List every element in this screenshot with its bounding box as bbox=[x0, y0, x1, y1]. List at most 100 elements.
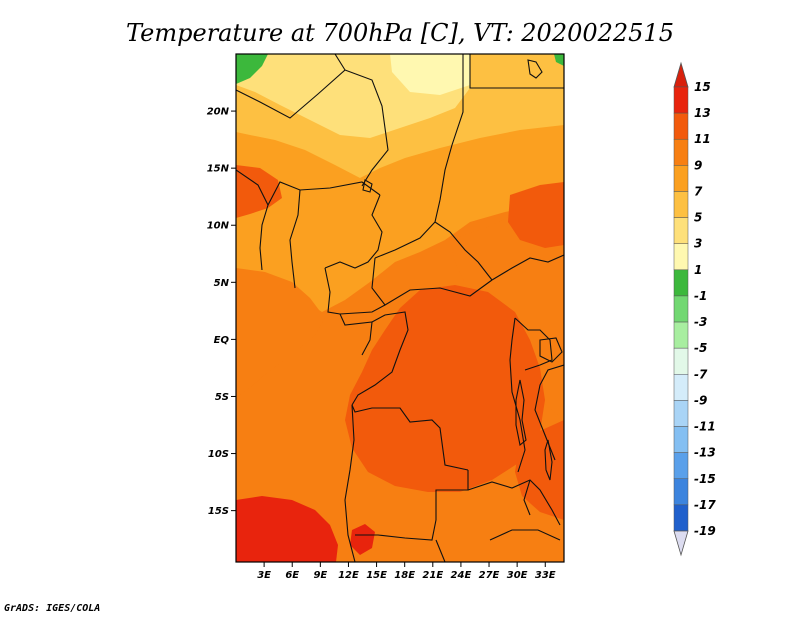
lat-tick-label: 15N bbox=[207, 164, 230, 175]
lakes bbox=[362, 59, 563, 481]
colorbar-label: 5 bbox=[694, 211, 702, 225]
field-band-13-15-congo bbox=[345, 285, 545, 492]
field-band-13-15-southeast bbox=[515, 420, 564, 520]
latitude-axis: 20N 15N 10N 5N EQ 5S 10S 15S bbox=[207, 107, 236, 517]
colorbar-swatch bbox=[673, 347, 689, 375]
lake-malawi bbox=[544, 439, 553, 481]
border-line bbox=[259, 204, 269, 271]
lon-tick-label: 33E bbox=[535, 570, 556, 581]
colorbar-swatch bbox=[673, 191, 689, 218]
lon-tick-label: 30E bbox=[507, 570, 528, 581]
longitude-axis: 3E 6E 9E 12E 15E 18E 21E 24E 27E 30E 33E bbox=[257, 562, 556, 581]
colorbar-swatch bbox=[673, 478, 689, 506]
border-line bbox=[351, 404, 469, 471]
colorbar-label: -19 bbox=[694, 524, 716, 538]
field-band-13-15-sahel-east bbox=[508, 182, 564, 248]
colorbar-label: -15 bbox=[694, 472, 716, 486]
colorbar-swatch bbox=[673, 295, 689, 323]
border-line bbox=[469, 54, 564, 89]
border-line bbox=[324, 267, 386, 315]
colorbar-label: 15 bbox=[694, 80, 711, 94]
colorbar-label: 11 bbox=[694, 132, 711, 146]
border-line bbox=[289, 189, 301, 289]
border-line bbox=[344, 404, 356, 562]
colorbar-swatch bbox=[673, 452, 689, 480]
colorbar-swatch bbox=[673, 243, 689, 271]
colorbar-bottom-arrow bbox=[673, 530, 689, 557]
colorbar-label: -13 bbox=[694, 446, 716, 460]
colorbar-swatch bbox=[673, 400, 689, 427]
border-line bbox=[435, 539, 446, 562]
border-line bbox=[355, 470, 469, 541]
lon-tick-label: 27E bbox=[479, 570, 500, 581]
colorbar-swatch bbox=[673, 217, 689, 244]
border-line bbox=[344, 69, 389, 187]
lake-tana bbox=[527, 59, 543, 79]
lon-tick-label: 9E bbox=[313, 570, 327, 581]
map-frame bbox=[235, 53, 565, 563]
border-line bbox=[324, 194, 383, 269]
colorbar-swatch bbox=[673, 426, 689, 453]
chart-title: Temperature at 700hPa [C], VT: 202002251… bbox=[126, 19, 674, 47]
map-panel: 20N 15N 10N 5N EQ 5S 10S 15S 3E 6E 9E 12E 15E 18E 21E… bbox=[207, 53, 565, 581]
lake-victoria bbox=[539, 337, 563, 363]
lon-tick-label: 6E bbox=[285, 570, 299, 581]
lake-tanganyika bbox=[515, 379, 527, 447]
border-line bbox=[371, 257, 493, 306]
lat-tick-label: 10S bbox=[208, 449, 229, 460]
border-line bbox=[509, 317, 526, 473]
lon-tick-label: 18E bbox=[394, 570, 415, 581]
border-line bbox=[236, 169, 381, 207]
field-band-above-3-green-nw bbox=[236, 54, 268, 84]
temperature-field bbox=[236, 54, 564, 562]
colorbar-swatch bbox=[673, 504, 689, 532]
colorbar-label: -11 bbox=[694, 420, 716, 434]
border-line bbox=[514, 317, 553, 371]
border-line bbox=[374, 199, 441, 259]
colorbar-label: -17 bbox=[694, 498, 716, 512]
colorbar-label: -1 bbox=[694, 289, 707, 303]
border-line bbox=[491, 254, 564, 281]
colorbar-swatch bbox=[673, 138, 689, 166]
political-borders bbox=[236, 54, 564, 562]
colorbar-label: -5 bbox=[694, 341, 707, 355]
colorbar-swatch bbox=[673, 374, 689, 401]
colorbar-label: 9 bbox=[694, 158, 702, 172]
colorbar-label: -9 bbox=[694, 393, 707, 407]
border-line bbox=[534, 364, 564, 461]
border-line bbox=[351, 311, 409, 406]
lat-tick-label: EQ bbox=[214, 335, 230, 346]
colorbar-label: -3 bbox=[694, 315, 707, 329]
colorbar-label: 1 bbox=[694, 263, 702, 277]
lon-tick-label: 3E bbox=[257, 570, 271, 581]
field-band-15-17 bbox=[236, 496, 338, 562]
field-band-3-5 bbox=[390, 54, 470, 95]
lon-tick-label: 21E bbox=[422, 570, 443, 581]
lon-tick-label: 24E bbox=[451, 570, 472, 581]
lat-tick-label: 10N bbox=[207, 221, 230, 232]
colorbar-label: 3 bbox=[694, 237, 702, 251]
colorbar-top-arrow bbox=[673, 61, 689, 88]
colorbar-swatch bbox=[673, 321, 689, 349]
border-line bbox=[236, 54, 346, 119]
lat-tick-label: 15S bbox=[208, 506, 229, 517]
field-band-above-3-green-ne bbox=[554, 54, 564, 66]
colorbar-label: -7 bbox=[694, 367, 708, 381]
colorbar-label: 13 bbox=[694, 106, 711, 120]
lon-tick-label: 12E bbox=[338, 570, 359, 581]
border-line bbox=[439, 54, 464, 201]
lake-chad bbox=[362, 179, 373, 193]
colorbar-label: 7 bbox=[694, 184, 703, 198]
colorbar-swatch bbox=[673, 112, 689, 140]
colorbar-swatch bbox=[673, 86, 689, 114]
border-line bbox=[523, 479, 531, 516]
border-line bbox=[489, 529, 561, 541]
grads-credit: GrADS: IGES/COLA bbox=[4, 603, 101, 614]
lat-tick-label: 20N bbox=[207, 107, 230, 118]
lon-tick-label: 15E bbox=[366, 570, 387, 581]
lat-tick-label: 5N bbox=[214, 278, 230, 289]
colorbar-swatch bbox=[673, 165, 689, 192]
colorbar-legend: 15 13 11 9 7 5 3 1 -1 -3 -5 -7 -9 -11 -13 -15 -17 -19 bbox=[673, 61, 716, 557]
lat-tick-label: 5S bbox=[215, 392, 229, 403]
border-line bbox=[434, 221, 493, 281]
